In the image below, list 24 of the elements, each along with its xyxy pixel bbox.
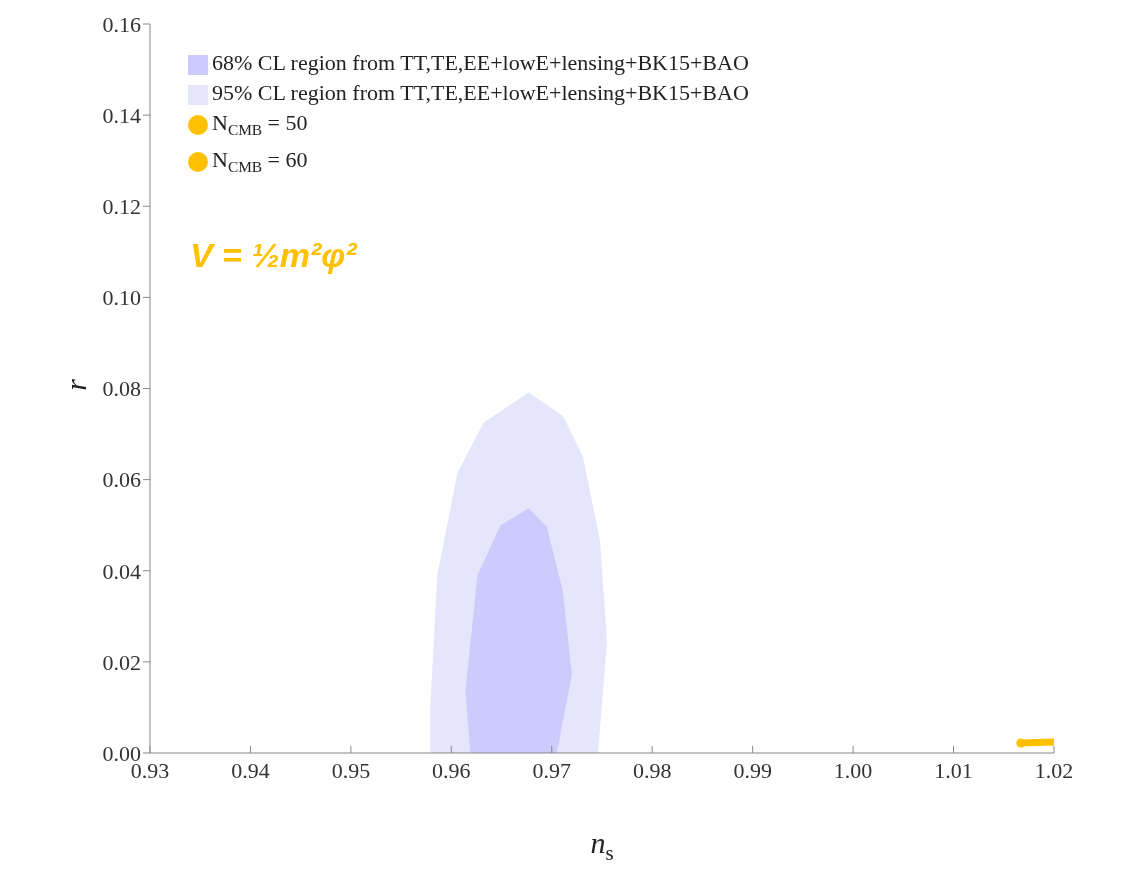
y-tick-label: 0.02 <box>102 649 141 675</box>
legend-label: N$_{CMB}$ = 60 <box>212 147 308 176</box>
y-tick-label: 0.10 <box>102 285 141 311</box>
y-tick-label: 0.14 <box>102 102 141 128</box>
y-axis-title: r <box>58 379 92 391</box>
x-tick-label: 0.94 <box>231 757 270 783</box>
y-tick-label: 0.12 <box>102 194 141 220</box>
y-tick-label: 0.04 <box>102 558 141 584</box>
legend-label: 68% CL region from TT,TE,EE+lowE+lensing+BK15+BAO <box>212 50 749 75</box>
x-tick-label: 0.98 <box>632 757 672 783</box>
annotation: V = ½m²φ² <box>190 236 357 275</box>
y-tick-label: 0.06 <box>102 467 141 493</box>
x-tick-label: 0.99 <box>733 757 772 783</box>
legend-label: N$_{CMB}$ = 50 <box>212 110 308 139</box>
x-tick-label: 0.97 <box>532 757 572 783</box>
x-tick-label: 0.95 <box>331 757 371 783</box>
x-tick-label: 1.01 <box>934 757 973 783</box>
x-tick-label: 1.00 <box>833 757 873 783</box>
y-tick-label: 0.16 <box>102 11 141 37</box>
x-tick-label: 1.02 <box>1034 757 1074 783</box>
legend-label: 95% CL region from TT,TE,EE+lowE+lensing+BK15+BAO <box>212 80 749 105</box>
x-axis-title: n$_{s}$ <box>590 826 614 865</box>
y-tick-label: 0.08 <box>102 376 141 402</box>
x-tick-label: 0.96 <box>432 757 471 783</box>
